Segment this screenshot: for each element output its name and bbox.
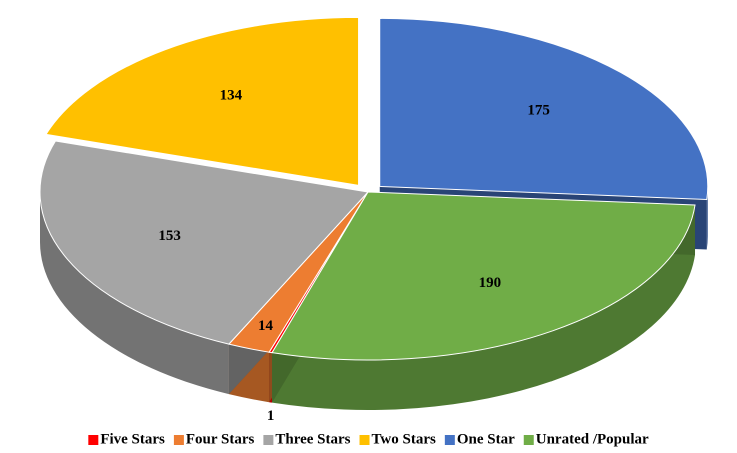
- legend-swatch: [523, 435, 534, 445]
- slice-side: [40, 192, 229, 395]
- data-label: 190: [479, 275, 502, 291]
- data-label: 14: [258, 318, 274, 334]
- slice: [271, 191, 696, 361]
- legend-label: Three Stars: [275, 431, 350, 447]
- slice: [379, 17, 709, 200]
- slice: [45, 16, 360, 186]
- legend-label: One Star: [457, 431, 515, 447]
- legend-swatch: [173, 435, 184, 445]
- slice-side: [272, 205, 696, 410]
- data-label: 134: [220, 87, 243, 103]
- slice: [39, 140, 369, 345]
- slice-side: [706, 186, 708, 250]
- legend-swatch: [88, 435, 99, 445]
- data-label: 1: [267, 408, 275, 424]
- legend-label: Two Stars: [372, 431, 436, 447]
- legend-label: Five Stars: [100, 431, 165, 447]
- legend: Five Stars Four Stars Three Stars Two Stars…: [88, 431, 649, 447]
- data-label: 153: [158, 228, 181, 244]
- legend-label: Unrated /Popular: [536, 431, 649, 447]
- legend-label: Four Stars: [186, 431, 255, 447]
- data-label: 175: [527, 103, 550, 119]
- slice-tops: [39, 16, 709, 361]
- legend-swatch: [359, 435, 370, 445]
- legend-swatch: [263, 435, 274, 445]
- legend-swatch: [444, 435, 455, 445]
